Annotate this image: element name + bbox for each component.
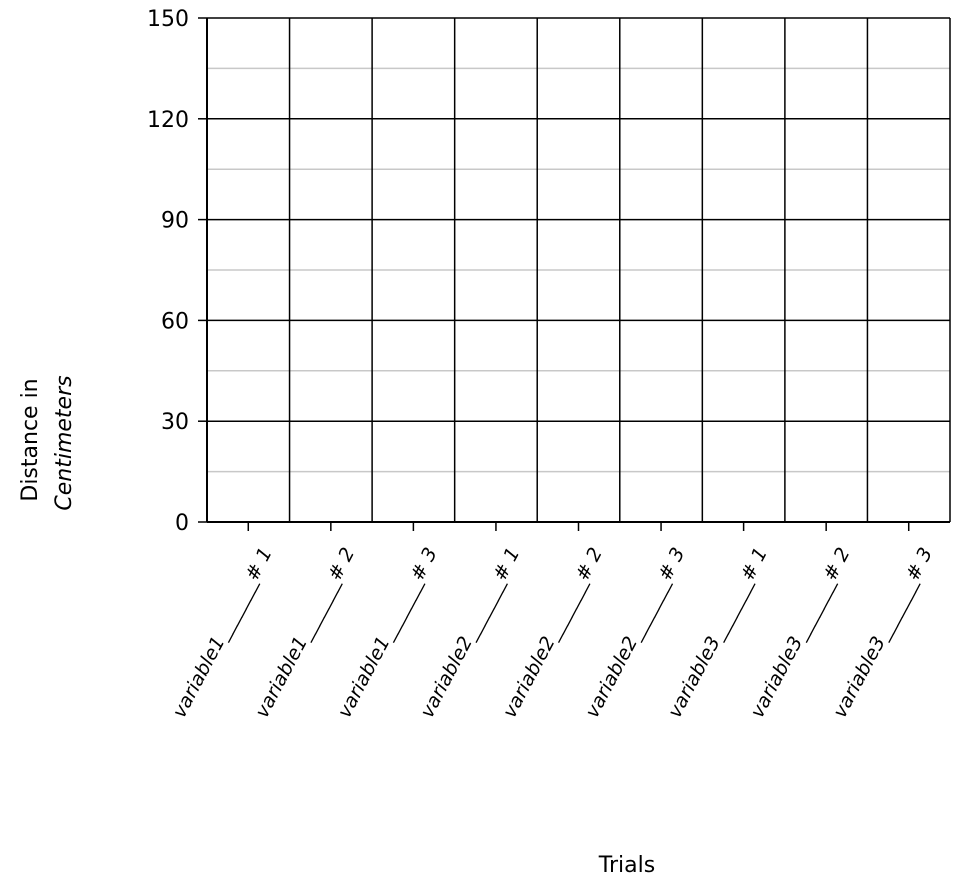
y-tick-labels: 0 30 60 90 120 150 (147, 7, 189, 536)
axes (198, 17, 950, 531)
y-tick-label: 90 (161, 209, 189, 234)
y-tick-label: 30 (161, 410, 189, 435)
y-axis-title-line1: Distance in (18, 378, 43, 501)
y-tick-label: 0 (175, 511, 189, 536)
y-tick-label: 120 (147, 108, 189, 133)
grid (206, 17, 951, 523)
y-tick-label: 60 (161, 309, 189, 334)
y-tick-label: 150 (147, 7, 189, 32)
y-axis-title-line2: Centimeters (52, 375, 77, 510)
x-axis-title: Trials (598, 853, 655, 878)
